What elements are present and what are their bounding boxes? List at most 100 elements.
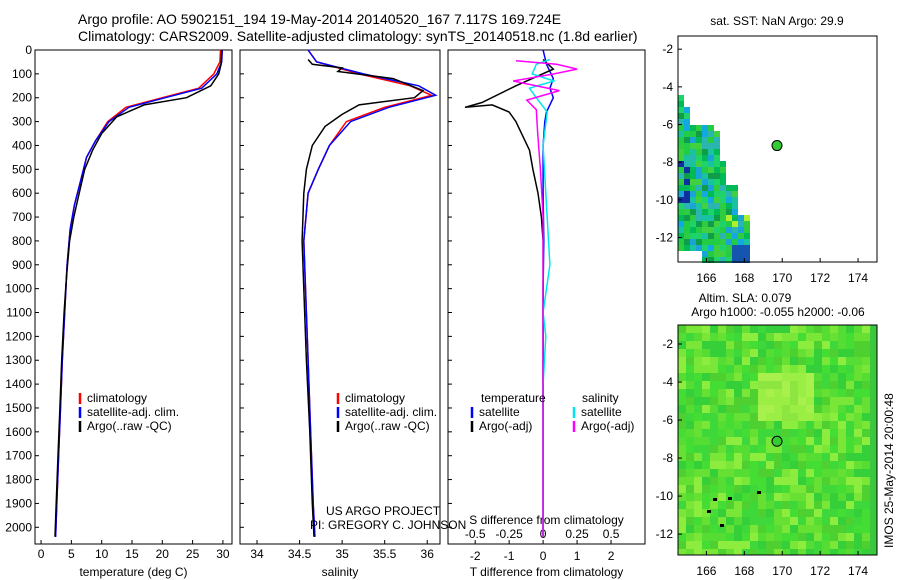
sla-cell <box>686 357 694 365</box>
sst-cell <box>720 221 726 227</box>
sla-cell <box>766 493 774 501</box>
sst-cell <box>726 203 732 209</box>
sla-cell <box>798 525 806 533</box>
sla-cell <box>806 437 814 445</box>
sla-cell <box>702 461 710 469</box>
sla-cell <box>750 501 758 509</box>
sla-cell <box>790 541 798 549</box>
sla-cell <box>838 397 846 405</box>
sla-cell <box>830 365 838 373</box>
island-mark <box>707 510 711 513</box>
sla-cell <box>870 453 877 461</box>
sst-cell <box>690 239 696 245</box>
x-tick-label: 30 <box>216 547 230 561</box>
sst-cell <box>696 131 702 137</box>
sla-cell <box>814 469 822 477</box>
sst-cell <box>684 107 690 113</box>
sla-cell <box>830 389 838 397</box>
sla-cell <box>686 373 694 381</box>
sla-cell <box>734 421 742 429</box>
y-tick-label: 1300 <box>5 353 32 367</box>
sla-cell <box>814 357 822 365</box>
sla-cell <box>814 413 822 421</box>
sla-cell <box>774 549 782 555</box>
sla-cell <box>702 333 710 341</box>
sst-cell <box>738 221 744 227</box>
sla-cell <box>710 389 718 397</box>
sla-cell <box>742 517 750 525</box>
sla-cell <box>814 453 822 461</box>
sst-cell <box>732 257 738 263</box>
sla-cell <box>862 549 870 555</box>
sla-cell <box>750 381 758 389</box>
sla-cell <box>870 389 877 397</box>
sla-cell <box>838 445 846 453</box>
sla-cell <box>814 381 822 389</box>
sla-cell <box>774 389 782 397</box>
x-tick-label: -1 <box>504 549 515 563</box>
y-tick-label: 300 <box>12 115 32 129</box>
sst-cell <box>678 203 684 209</box>
sla-cell <box>758 549 766 555</box>
sla-cell <box>854 381 862 389</box>
y-tick-label: -6 <box>662 413 673 427</box>
sla-cell <box>766 445 774 453</box>
sla-cell <box>750 405 758 413</box>
sla-cell <box>678 349 686 357</box>
sst-cell <box>678 137 684 143</box>
sst-cell <box>714 215 720 221</box>
sla-cell <box>758 469 766 477</box>
sla-cell <box>838 517 846 525</box>
sla-cell <box>734 541 742 549</box>
sla-cell <box>862 501 870 509</box>
sla-cell <box>854 517 862 525</box>
sst-cell <box>732 215 738 221</box>
sla-cell <box>742 549 750 555</box>
sst-cell <box>684 227 690 233</box>
sla-cell <box>702 357 710 365</box>
sla-cell <box>806 357 814 365</box>
sst-cell <box>732 209 738 215</box>
sal-argo-diff-line <box>513 59 578 537</box>
sst-cell <box>702 125 708 131</box>
sla-cell <box>678 357 686 365</box>
sst-cell <box>684 155 690 161</box>
sla-cell <box>798 365 806 373</box>
sla-cell <box>710 445 718 453</box>
temperature-series-line <box>54 49 223 537</box>
sla-cell <box>686 333 694 341</box>
sla-cell <box>790 349 798 357</box>
sla-cell <box>830 549 838 555</box>
sla-cell <box>854 389 862 397</box>
sst-cell <box>714 251 720 257</box>
sst-cell <box>708 191 714 197</box>
sst-cell <box>690 185 696 191</box>
sla-cell <box>806 397 814 405</box>
sla-cell <box>870 493 877 501</box>
sst-cell <box>702 191 708 197</box>
y-tick-label: -2 <box>662 42 673 56</box>
sst-cell <box>726 245 732 251</box>
sla-cell <box>726 333 734 341</box>
sla-cell <box>870 365 877 373</box>
sla-cell <box>814 461 822 469</box>
temp-argo-diff-line <box>464 58 555 537</box>
sla-cell <box>830 541 838 549</box>
sst-cell <box>714 257 720 263</box>
sla-cell <box>742 533 750 541</box>
sla-cell <box>694 373 702 381</box>
sal-satellite-diff-line <box>528 58 557 537</box>
sla-cell <box>790 389 798 397</box>
sla-cell <box>838 421 846 429</box>
sst-cell <box>690 233 696 239</box>
temperature-series-line <box>54 49 224 537</box>
sla-cell <box>870 373 877 381</box>
sla-cell <box>766 349 774 357</box>
y-tick-label: 800 <box>12 234 32 248</box>
sst-cell <box>684 197 690 203</box>
sla-cell <box>766 381 774 389</box>
sst-cell <box>684 233 690 239</box>
y-tick-label: -4 <box>662 80 673 94</box>
sst-cell <box>678 155 684 161</box>
x-tick-label: 34.5 <box>288 547 312 561</box>
